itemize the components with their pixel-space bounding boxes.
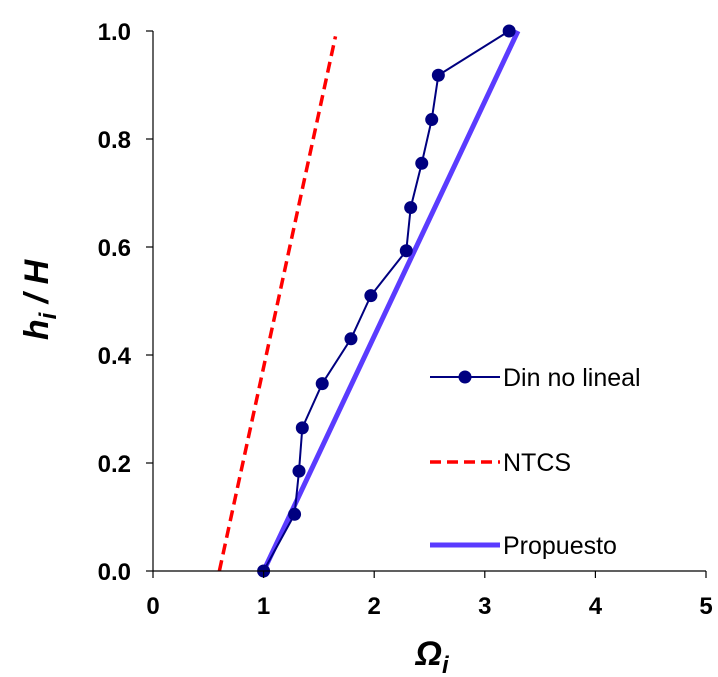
y-tick-label: 0.8 — [98, 127, 131, 154]
y-tick-label: 0.2 — [98, 451, 131, 478]
series-marker-0 — [292, 464, 306, 478]
series-marker-0 — [315, 377, 329, 391]
series-marker-0 — [288, 507, 302, 521]
y-tick-label: 1.0 — [98, 19, 131, 46]
series-marker-0 — [415, 156, 429, 170]
x-tick-label: 4 — [589, 593, 603, 620]
legend-label-2: Propuesto — [503, 532, 617, 560]
axes: 0 1 2 3 4 5 0.0 0.2 0.4 0.6 0.8 1.0 — [98, 19, 713, 620]
plot-area — [217, 24, 521, 578]
series-marker-0 — [431, 68, 445, 82]
x-tick-label: 5 — [699, 593, 712, 620]
y-tick-label: 0.4 — [98, 343, 132, 370]
series-line-2 — [261, 29, 521, 573]
y-axis-title: hi / H — [18, 258, 62, 340]
series-marker-0 — [344, 332, 358, 346]
x-axis-title: Ωi — [414, 635, 450, 677]
series-marker-0 — [364, 289, 378, 303]
series-marker-0 — [425, 113, 439, 127]
series-line-1 — [217, 36, 338, 572]
legend-label-0: Din no lineal — [503, 364, 641, 392]
y-tick-label: 0.0 — [98, 559, 131, 586]
legend: Din no lineal NTCS Propuesto — [430, 364, 641, 560]
x-tick-label: 0 — [146, 593, 159, 620]
x-tick-label: 3 — [478, 593, 491, 620]
x-tick-label: 2 — [368, 593, 381, 620]
x-tick-label: 1 — [257, 593, 270, 620]
legend-marker-0 — [458, 370, 472, 384]
series-marker-0 — [502, 24, 516, 38]
y-tick-label: 0.6 — [98, 235, 131, 262]
legend-label-1: NTCS — [503, 449, 571, 477]
series-marker-0 — [295, 421, 309, 435]
series-marker-0 — [399, 244, 413, 258]
series-marker-0 — [404, 201, 418, 215]
